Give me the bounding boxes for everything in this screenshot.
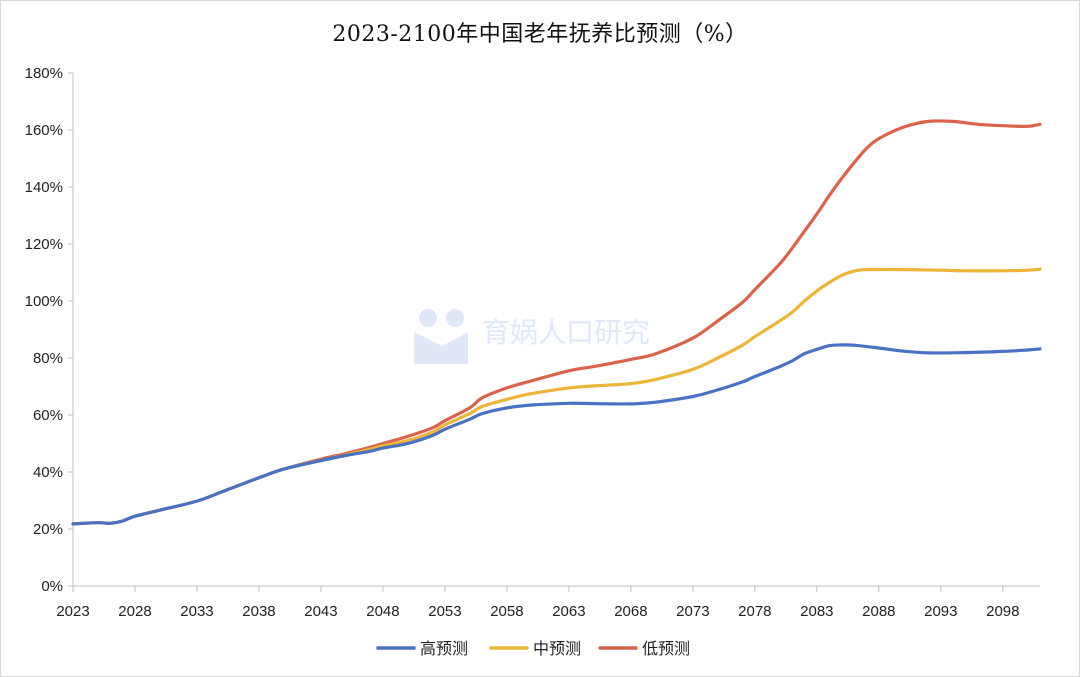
x-tick-label: 2053 <box>428 603 461 620</box>
x-tick-label: 2023 <box>56 603 89 620</box>
series-line-1 <box>71 267 1042 526</box>
x-tick-label: 2043 <box>304 603 337 620</box>
x-tick-label: 2038 <box>242 603 275 620</box>
y-tick-label: 0% <box>41 578 63 595</box>
y-tick-label: 100% <box>25 293 63 310</box>
legend-label: 中预测 <box>533 639 581 658</box>
y-tick-label: 140% <box>25 179 63 196</box>
x-tick-label: 2098 <box>986 603 1019 620</box>
x-tick-label: 2078 <box>738 603 771 620</box>
legend-label: 低预测 <box>642 639 690 658</box>
x-tick-label: 2058 <box>490 603 523 620</box>
y-tick-label: 80% <box>33 350 63 367</box>
y-tick-label: 40% <box>33 464 63 481</box>
watermark-text: 育娲人口研究 <box>482 316 650 349</box>
series-lines <box>71 119 1042 526</box>
series-line-0 <box>71 343 1042 526</box>
x-tick-label: 2088 <box>862 603 895 620</box>
y-tick-label: 160% <box>25 122 63 139</box>
x-tick-label: 2083 <box>800 603 833 620</box>
legend-label: 高预测 <box>420 639 468 658</box>
watermark-logo: 育娲人口研究 <box>414 309 650 364</box>
x-tick-label: 2048 <box>366 603 399 620</box>
x-tick-label: 2033 <box>180 603 213 620</box>
x-tick-label: 2028 <box>118 603 151 620</box>
x-tick-label: 2063 <box>552 603 585 620</box>
y-tick-label: 180% <box>25 65 63 82</box>
x-tick-label: 2073 <box>676 603 709 620</box>
y-tick-label: 120% <box>25 236 63 253</box>
y-axis-ticks: 0% 20% 40% 60% 80% 100% 120% 140% 160% 180% <box>25 65 73 595</box>
y-tick-label: 20% <box>33 521 63 538</box>
chart-title: 2023-2100年中国老年抚养比预测（%） <box>332 22 748 47</box>
x-tick-label: 2093 <box>924 603 957 620</box>
x-tick-label: 2068 <box>614 603 647 620</box>
x-axis-ticks: 2023 2028 2033 2038 2043 2048 2053 2058 2063 2068… <box>56 586 1019 620</box>
y-tick-label: 60% <box>33 407 63 424</box>
legend: 高预测 中预测 低预测 <box>376 639 690 658</box>
